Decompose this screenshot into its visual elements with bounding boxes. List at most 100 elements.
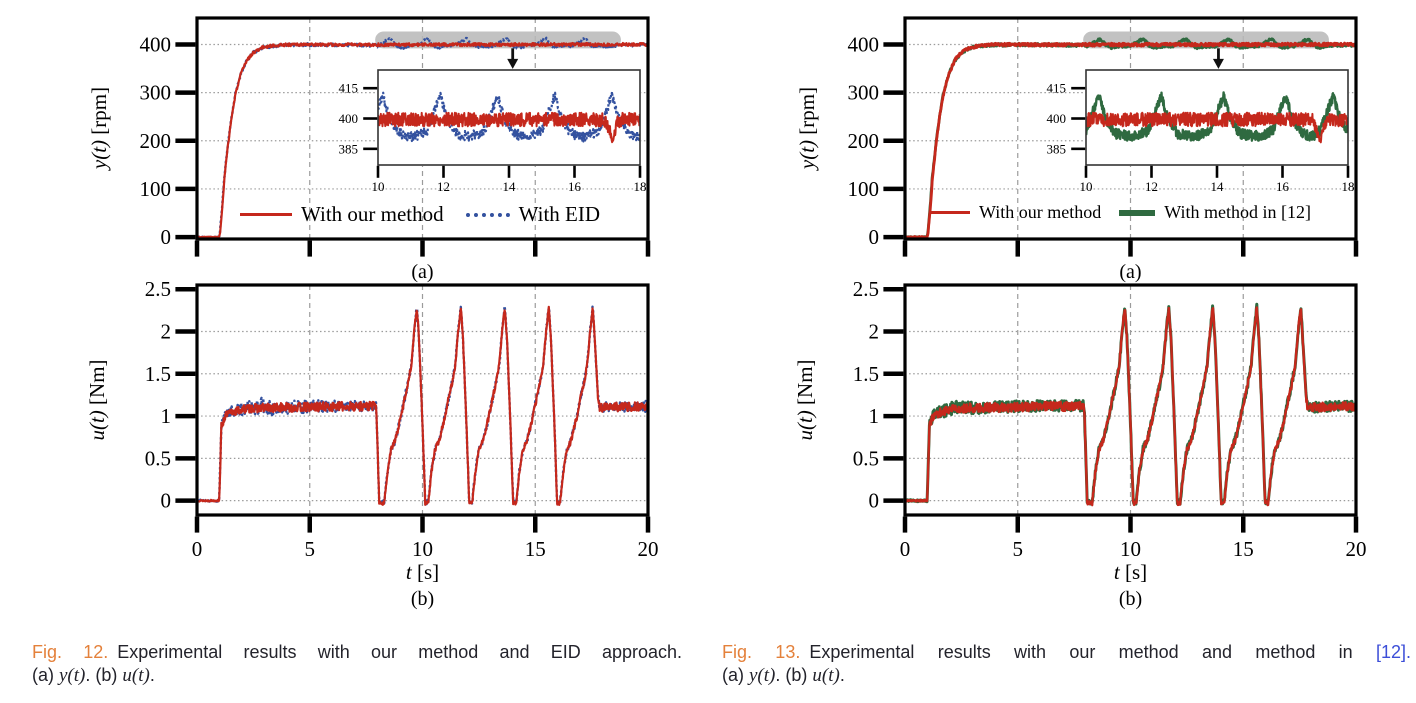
x-tick-label: 18 [634, 179, 647, 194]
y-axis-label-unit: [rpm] [795, 86, 819, 135]
y-tick-label: 100 [140, 177, 172, 201]
x-axis-label-unit: [s] [416, 560, 440, 584]
caption-citation-link[interactable]: [12]. [1375, 642, 1412, 662]
caption-fig-label: Fig. 12. [32, 642, 109, 662]
figure-12-panel: 0 100 200 300 400 10 12 14 16 18 385 400 415 0 5 10 15 20… [32, 16, 682, 687]
axis-border [195, 283, 650, 517]
caption-line-1: Fig. 12. Experimental results with our me… [32, 641, 682, 664]
caption-line-1: Fig. 13. Experimental results with our me… [722, 641, 1411, 664]
figure-caption: Fig. 13. Experimental results with our me… [722, 641, 1411, 687]
y-tick-label: 415 [1047, 81, 1067, 96]
y-tick-label: 0 [869, 489, 880, 513]
x-tick-label: 0 [900, 537, 911, 561]
caption-body: Experimental results with our method and… [809, 642, 1376, 662]
y-tick-label: 400 [339, 111, 359, 126]
y-tick-label: 0 [161, 225, 172, 249]
x-axis-label: t [s] [905, 560, 1356, 585]
x-axis-label-math: t [405, 560, 412, 584]
legend-label: With our method [979, 202, 1102, 222]
figure-caption: Fig. 12. Experimental results with our me… [32, 641, 682, 687]
caption-detail-segment: u(t) [122, 665, 150, 686]
y-axis-label-rpm: y(t) [rpm] [795, 28, 821, 228]
series-line-with-our-method [197, 305, 648, 506]
y-axis-label-unit: [Nm] [85, 359, 109, 405]
caption-detail-segment: . [839, 665, 845, 685]
x-axis-label-math: t [1113, 560, 1120, 584]
series-line-with-our-method [1086, 111, 1348, 144]
legend-line-our-method-icon [240, 213, 292, 216]
y-tick-label: 2.5 [145, 277, 171, 301]
y-axis-label-nm: u(t) [Nm] [85, 300, 111, 500]
y-tick-label: 200 [848, 129, 880, 153]
axis-border [195, 16, 650, 241]
x-tick-label: 0 [192, 537, 203, 561]
x-tick-label: 12 [437, 179, 450, 194]
legend-line-method-12-icon [1119, 209, 1156, 216]
series-line-with-our-method [905, 306, 1356, 507]
caption-detail-segment: (a) [32, 665, 59, 685]
y-tick-label: 385 [1047, 141, 1067, 156]
caption-detail-segment: . (b) [775, 665, 813, 685]
subplot-label-b: (b) [410, 588, 435, 610]
y-tick-label: 300 [848, 81, 880, 105]
y-tick-label: 400 [140, 32, 172, 56]
legend-line-eid-icon [465, 212, 510, 217]
legend-item-eid: With EID [465, 202, 601, 227]
y-tick-label: 0.5 [145, 446, 171, 470]
x-tick-label: 14 [503, 179, 517, 194]
y-tick-label: 2 [161, 320, 172, 344]
series-line-with-our-method [378, 111, 640, 144]
caption-detail-segment: . (b) [85, 665, 123, 685]
y-axis-label-math: u(t) [793, 410, 817, 441]
legend-item-our-method: With our method [240, 202, 444, 227]
x-axis-label-unit: [s] [1124, 560, 1148, 584]
caption-detail-segment: u(t) [812, 665, 840, 686]
caption-detail-segment: y(t) [59, 665, 86, 686]
x-tick-label: 10 [1120, 537, 1141, 561]
zoom-arrow-head-icon [507, 58, 519, 69]
y-tick-label: 2 [869, 320, 880, 344]
y-tick-label: 385 [339, 141, 359, 156]
y-tick-label: 400 [848, 32, 880, 56]
y-tick-label: 0 [161, 489, 172, 513]
y-axis-label-unit: [Nm] [793, 359, 817, 405]
legend-line-our-method-icon [930, 210, 970, 215]
legend: With our method With EID [240, 202, 600, 227]
y-axis-label-unit: [rpm] [87, 86, 111, 135]
y-tick-label: 1.5 [853, 362, 879, 386]
y-axis-label-nm: u(t) [Nm] [793, 300, 819, 500]
x-tick-label: 5 [305, 537, 316, 561]
legend-label: With EID [518, 202, 601, 226]
x-tick-label: 10 [372, 179, 385, 194]
legend-label: With our method [301, 202, 444, 226]
x-axis-label: t [s] [197, 560, 648, 585]
y-tick-label: 0.5 [853, 446, 879, 470]
axis-border [903, 16, 1358, 241]
y-tick-label: 0 [869, 225, 880, 249]
axis-border [377, 69, 641, 166]
y-tick-label: 1.5 [145, 362, 171, 386]
x-tick-label: 14 [1211, 179, 1225, 194]
caption-detail: (a) y(t). (b) u(t). [32, 664, 682, 687]
caption-detail-segment: (a) [722, 665, 749, 685]
caption-detail-segment: y(t) [749, 665, 776, 686]
subplot-label-a: (a) [1119, 261, 1142, 283]
x-tick-label: 16 [568, 179, 582, 194]
y-axis-label-rpm: y(t) [rpm] [87, 28, 113, 228]
series-line-with-eid [378, 90, 640, 143]
caption-fig-label: Fig. 13. [722, 642, 801, 662]
y-tick-label: 1 [161, 404, 172, 428]
caption-detail: (a) y(t). (b) u(t). [722, 664, 1411, 687]
y-axis-label-math: y(t) [795, 139, 819, 170]
caption-body: Experimental results with our method and… [117, 642, 682, 662]
subplot-label-a: (a) [411, 261, 434, 283]
axis-border [1085, 69, 1349, 166]
legend: With our method With method in [12] [930, 202, 1311, 223]
x-tick-label: 5 [1013, 537, 1024, 561]
x-tick-label: 18 [1342, 179, 1355, 194]
x-tick-label: 20 [638, 537, 659, 561]
caption-detail-segment: . [149, 665, 155, 685]
y-tick-label: 300 [140, 81, 172, 105]
